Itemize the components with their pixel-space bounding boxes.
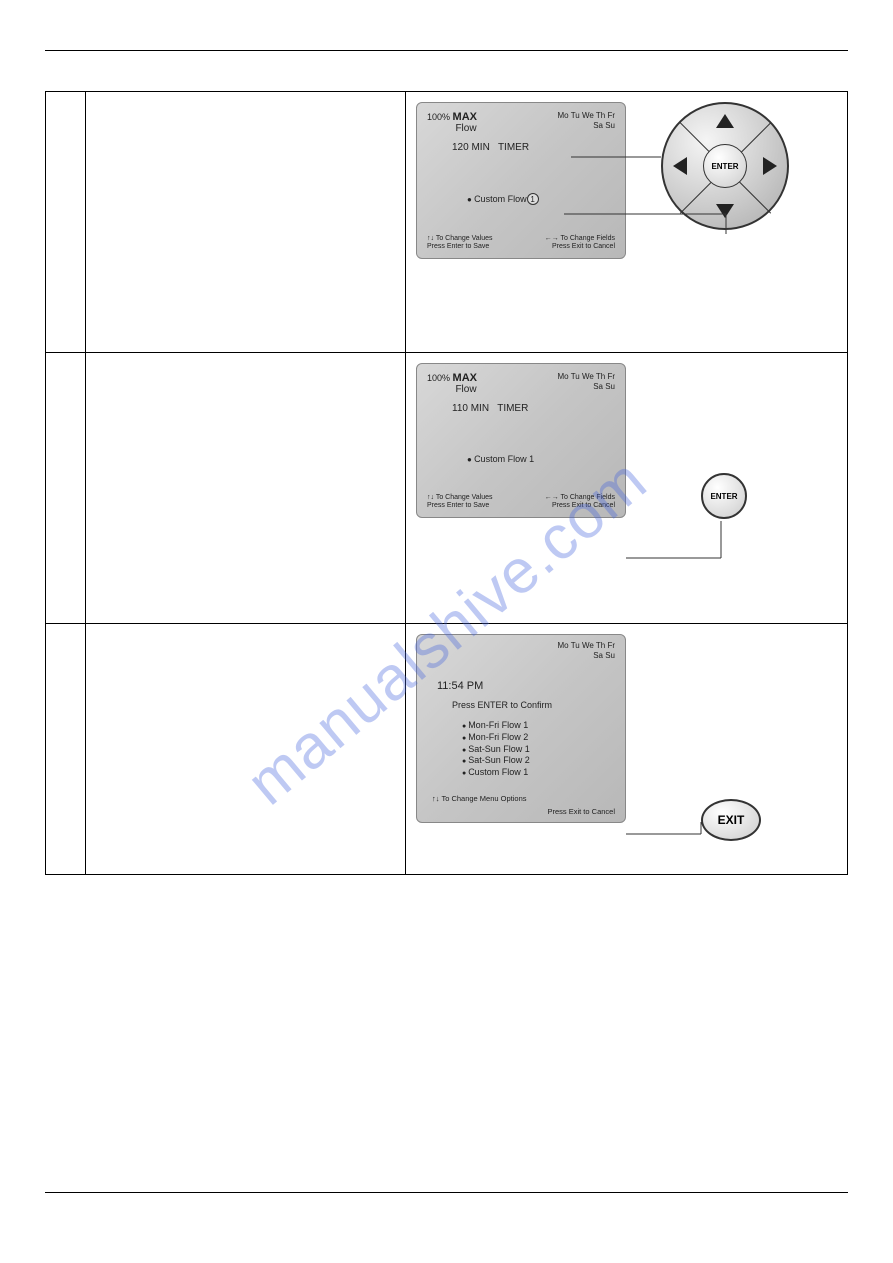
footer-right1-2: ←→ To Change Fields <box>525 494 615 502</box>
arrow-right-icon[interactable] <box>763 157 777 175</box>
footer-right1-1: ←→ To Change Fields <box>525 235 615 243</box>
illus-cell-3: Mo Tu We Th Fr Sa Su 11:54 PM Press ENTE… <box>406 624 848 875</box>
step-cell-1 <box>46 92 86 353</box>
step-cell-3 <box>46 624 86 875</box>
flow-label-1: Flow <box>455 123 477 134</box>
illus-cell-1: 100% MAX Flow Mo Tu We Th Fr Sa Su 120 M… <box>406 92 848 353</box>
confirm-text: Press ENTER to Confirm <box>452 700 615 710</box>
exit-hint: Press Exit to Cancel <box>427 807 615 816</box>
arrow-down-icon[interactable] <box>716 204 734 218</box>
enter-button[interactable]: ENTER <box>701 473 747 519</box>
menu-list: Mon-Fri Flow 1 Mon-Fri Flow 2 Sat-Sun Fl… <box>462 720 615 778</box>
lcd-screen-2: 100% MAX Flow Mo Tu We Th Fr Sa Su 110 M… <box>416 363 626 518</box>
days-line2-3: Sa Su <box>558 651 616 661</box>
percent-2: 100% <box>427 373 450 383</box>
step-cell-2 <box>46 353 86 624</box>
arrow-up-icon[interactable] <box>716 114 734 128</box>
footer-left2-2: Press Enter to Save <box>427 502 517 510</box>
desc-cell-2 <box>86 353 406 624</box>
days-line2-1: Sa Su <box>558 121 616 131</box>
max-label-2: MAX <box>453 372 477 384</box>
menu-item-3: Sat-Sun Flow 2 <box>462 755 615 767</box>
exit-button[interactable]: EXIT <box>701 799 761 841</box>
desc-cell-3 <box>86 624 406 875</box>
menu-item-1: Mon-Fri Flow 2 <box>462 732 615 744</box>
footer-left2-1: Press Enter to Save <box>427 243 517 251</box>
max-label-1: MAX <box>453 111 477 123</box>
top-divider <box>45 50 848 51</box>
footer-right2-1: Press Exit to Cancel <box>525 243 615 251</box>
days-line2-2: Sa Su <box>558 382 616 392</box>
time-display: 11:54 PM <box>437 680 615 692</box>
footer-left1-1: ↑↓ To Change Values <box>427 235 517 243</box>
footer-left1-2: ↑↓ To Change Values <box>427 494 517 502</box>
menu-item-0: Mon-Fri Flow 1 <box>462 720 615 732</box>
bottom-divider <box>45 1192 848 1193</box>
menu-hint: ↑↓ To Change Menu Options <box>432 794 615 803</box>
instruction-table: 100% MAX Flow Mo Tu We Th Fr Sa Su 120 M… <box>45 91 848 875</box>
flow-item-2: Custom Flow 1 <box>474 454 534 464</box>
timer-label-2: TIMER <box>497 403 528 414</box>
dpad-control[interactable]: ENTER <box>661 102 791 232</box>
lcd-screen-3: Mo Tu We Th Fr Sa Su 11:54 PM Press ENTE… <box>416 634 626 823</box>
flow-item-1: Custom Flow <box>474 194 527 204</box>
dpad-enter-button[interactable]: ENTER <box>703 144 747 188</box>
timer-label-1: TIMER <box>498 142 529 153</box>
circled-number-1: 1 <box>527 193 539 205</box>
days-line1-3: Mo Tu We Th Fr <box>558 641 616 651</box>
arrow-left-icon[interactable] <box>673 157 687 175</box>
illus-cell-2: 100% MAX Flow Mo Tu We Th Fr Sa Su 110 M… <box>406 353 848 624</box>
flow-label-2: Flow <box>455 384 477 395</box>
desc-cell-1 <box>86 92 406 353</box>
menu-item-4: Custom Flow 1 <box>462 767 615 779</box>
timer-value-2: 110 MIN <box>452 403 489 414</box>
menu-item-2: Sat-Sun Flow 1 <box>462 744 615 756</box>
days-line1-2: Mo Tu We Th Fr <box>558 372 616 382</box>
days-line1-1: Mo Tu We Th Fr <box>558 111 616 121</box>
lcd-screen-1: 100% MAX Flow Mo Tu We Th Fr Sa Su 120 M… <box>416 102 626 259</box>
percent-1: 100% <box>427 112 450 122</box>
timer-value-1: 120 MIN <box>452 142 490 153</box>
footer-right2-2: Press Exit to Cancel <box>525 502 615 510</box>
